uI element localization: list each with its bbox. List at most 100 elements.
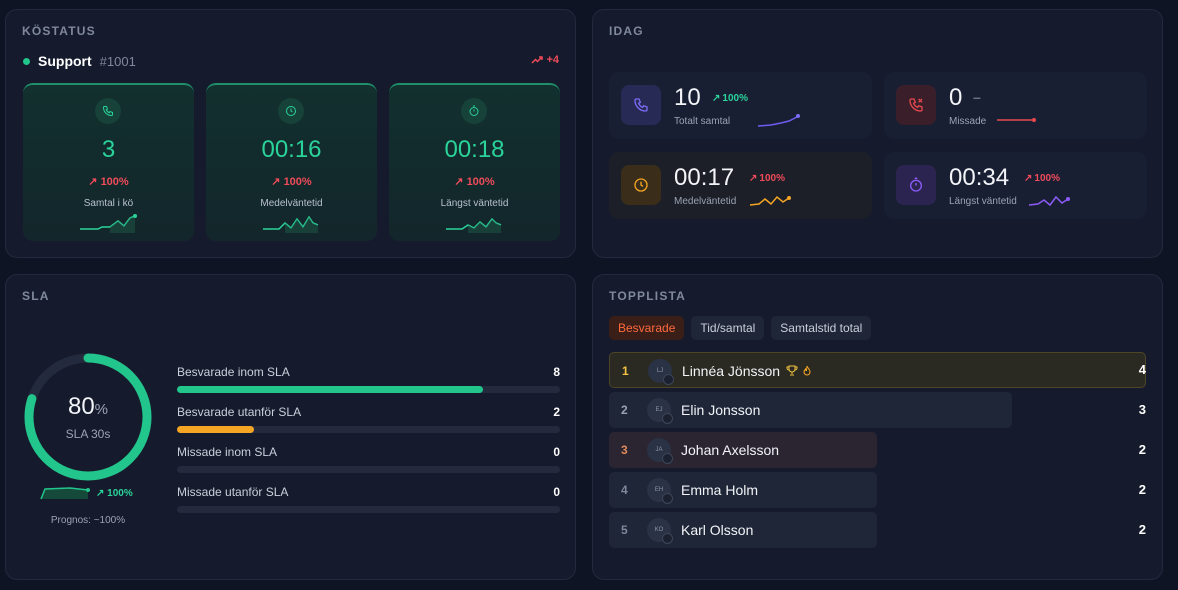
rank: 5	[621, 523, 628, 537]
leaderboard-row[interactable]: 3 JA Johan Axelsson	[609, 432, 877, 468]
avatar: JA	[647, 438, 673, 464]
leaderboard-row[interactable]: 4 EH Emma Holm	[609, 472, 877, 508]
queue-card-longest-wait: 00:18 ↗ 100% Längst väntetid	[389, 83, 560, 241]
card-value: 0	[949, 84, 963, 111]
agent-name: Johan Axelsson	[681, 442, 780, 458]
sla-row-label: Besvarade utanför SLA	[177, 405, 302, 419]
tab-time-per-call[interactable]: Tid/samtal	[691, 316, 765, 340]
leaderboard-panel: TOPPLISTA Besvarade Tid/samtal Samtalsti…	[592, 274, 1163, 580]
avatar: EH	[647, 478, 673, 504]
sparkline	[263, 215, 319, 233]
card-value: 00:17	[674, 164, 735, 191]
sla-row-missed-within: Missade inom SLA 0	[177, 445, 560, 473]
sparkline	[446, 217, 502, 233]
stopwatch-icon	[461, 98, 487, 124]
leaderboard-row[interactable]: 5 KO Karl Olsson	[609, 512, 877, 548]
card-change: ↗ 100%	[712, 93, 748, 104]
card-label: Längst väntetid	[949, 196, 1017, 207]
sla-row-value: 0	[553, 445, 560, 459]
queue-trend-value: +4	[546, 54, 559, 66]
leaderboard-tabs: Besvarade Tid/samtal Samtalstid total	[609, 316, 872, 340]
agent-name: Linnéa Jönsson	[682, 363, 812, 379]
sla-prognosis-trend: ↗ 100%	[40, 485, 133, 501]
sparkline	[1028, 195, 1070, 207]
sparkline	[997, 118, 1036, 122]
sla-row-missed-outside: Missade utanför SLA 0	[177, 485, 560, 513]
missed-call-icon	[896, 85, 936, 125]
panel-title: SLA	[22, 289, 50, 303]
stopwatch-icon	[896, 165, 936, 205]
panel-title: TOPPLISTA	[609, 289, 687, 303]
sparkline	[40, 487, 90, 500]
prognosis-change: ↗ 100%	[96, 487, 133, 499]
trophy-icon	[786, 365, 798, 376]
today-card-total-calls: 10 ↗ 100% Totalt samtal	[609, 72, 872, 139]
card-value: 3	[101, 136, 116, 163]
queue-card-calls: 3 ↗ 100% Samtal i kö	[23, 83, 194, 241]
sparkline	[749, 195, 791, 206]
queue-id: #1001	[99, 53, 136, 69]
flame-icon	[803, 365, 811, 376]
card-value: 10	[674, 84, 701, 111]
rank: 4	[621, 483, 628, 497]
leaderboard-score: 4	[1138, 362, 1146, 377]
card-value: 00:18	[444, 136, 505, 163]
sla-row-answered-within: Besvarade inom SLA 8	[177, 365, 560, 393]
sla-row-value: 0	[553, 485, 560, 499]
sla-row-label: Missade inom SLA	[177, 445, 278, 459]
leaderboard-score: 3	[1138, 402, 1146, 417]
leaderboard-score: 2	[1138, 522, 1146, 537]
queue-trend: +4	[531, 54, 559, 66]
queue-status-panel: KÖSTATUS Support #1001 +4 3 ↗ 100% Samta…	[5, 9, 576, 258]
sla-row-bar	[177, 426, 560, 433]
card-change: ↗ 100%	[271, 176, 312, 188]
tab-answered[interactable]: Besvarade	[609, 316, 685, 340]
rank: 1	[622, 364, 629, 378]
sla-panel: SLA 80% SLA 30s ↗ 100% Prognos: ~100% Be…	[5, 274, 576, 580]
panel-title: KÖSTATUS	[22, 24, 96, 38]
panel-title: IDAG	[609, 24, 644, 38]
sla-row-label: Besvarade inom SLA	[177, 365, 290, 379]
today-card-longest-wait: 00:34 ↗ 100% Längst väntetid	[884, 152, 1147, 219]
sla-row-value: 8	[553, 365, 560, 379]
card-label: Medelväntetid	[674, 196, 737, 207]
leaderboard-row[interactable]: 1 LJ Linnéa Jönsson	[609, 352, 1146, 388]
leaderboard-score: 2	[1138, 442, 1146, 457]
sla-row-bar	[177, 386, 560, 393]
sla-gauge	[24, 353, 152, 481]
leaderboard-row[interactable]: 2 EJ Elin Jonsson	[609, 392, 1012, 428]
card-label: Samtal i kö	[83, 198, 134, 209]
clock-icon	[621, 165, 661, 205]
agent-name: Karl Olsson	[681, 522, 754, 538]
sparkline	[80, 214, 137, 233]
avatar: EJ	[647, 398, 673, 424]
today-card-avg-wait: 00:17 ↗ 100% Medelväntetid	[609, 152, 872, 219]
trend-up-icon	[531, 56, 544, 64]
sla-row-bar	[177, 466, 560, 473]
rank: 3	[621, 443, 628, 457]
card-change: ↗ 100%	[88, 176, 129, 188]
tab-total-talk-time[interactable]: Samtalstid total	[771, 316, 872, 340]
card-change: ↗ 100%	[749, 173, 785, 184]
sla-row-label: Missade utanför SLA	[177, 485, 289, 499]
status-dot	[23, 57, 30, 65]
card-change: ↗ 100%	[454, 176, 495, 188]
avatar: LJ	[648, 359, 674, 385]
rank: 2	[621, 403, 628, 417]
card-value: 00:16	[261, 136, 322, 163]
queue-name: Support	[38, 53, 92, 69]
card-value: 00:34	[949, 164, 1010, 191]
sparkline	[757, 114, 800, 127]
card-label: Längst väntetid	[440, 198, 509, 209]
sla-subtitle: SLA 30s	[65, 427, 111, 441]
sla-percent: 80%	[67, 393, 109, 420]
sla-row-answered-outside: Besvarade utanför SLA 2	[177, 405, 560, 433]
leaderboard-score: 2	[1138, 482, 1146, 497]
card-change: –	[973, 89, 981, 105]
agent-name: Emma Holm	[681, 482, 759, 498]
prognosis-label: Prognos: ~100%	[50, 515, 126, 526]
sla-row-value: 2	[553, 405, 560, 419]
phone-icon	[95, 98, 121, 124]
sla-row-bar	[177, 506, 560, 513]
today-card-missed: 0 – Missade	[884, 72, 1147, 139]
